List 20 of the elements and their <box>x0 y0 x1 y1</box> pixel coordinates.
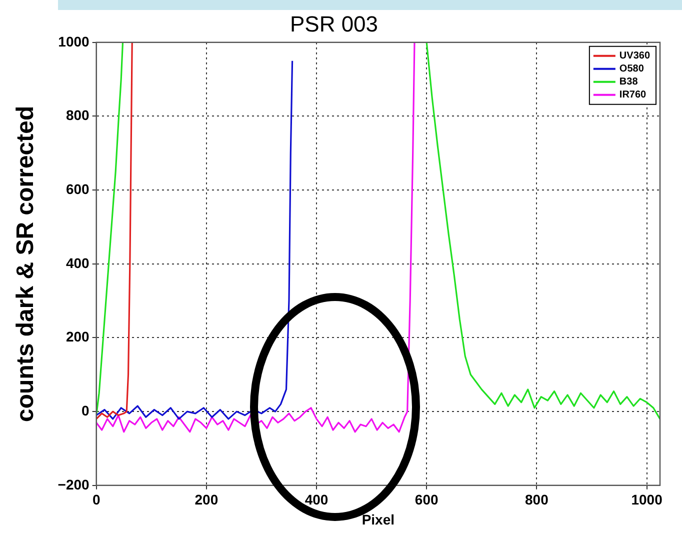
x-tick-label: 200 <box>194 492 218 508</box>
legend-label: IR760 <box>619 90 647 101</box>
x-axis-title: Pixel <box>362 511 395 528</box>
y-tick-label: 400 <box>66 254 90 271</box>
y-tick-label: 800 <box>66 107 90 124</box>
x-tick-label: 800 <box>525 492 549 508</box>
y-tick-label: −200 <box>58 476 90 492</box>
y-tick-label: 600 <box>66 180 90 197</box>
x-tick-label: 1000 <box>631 492 663 508</box>
y-tick-label: 200 <box>66 328 90 345</box>
y-tick-label: 0 <box>82 402 90 418</box>
y-tick-label: 1000 <box>58 33 90 50</box>
legend-label: O580 <box>619 64 644 75</box>
legend-label: UV360 <box>619 50 650 62</box>
x-tick-label: 600 <box>414 492 438 508</box>
y-axis-title: counts dark & SR corrected <box>12 106 40 422</box>
x-tick-label: 400 <box>304 492 328 508</box>
chart-title: PSR 003 <box>290 11 378 36</box>
x-tick-label: 0 <box>92 492 100 508</box>
legend-label: B38 <box>619 76 638 88</box>
